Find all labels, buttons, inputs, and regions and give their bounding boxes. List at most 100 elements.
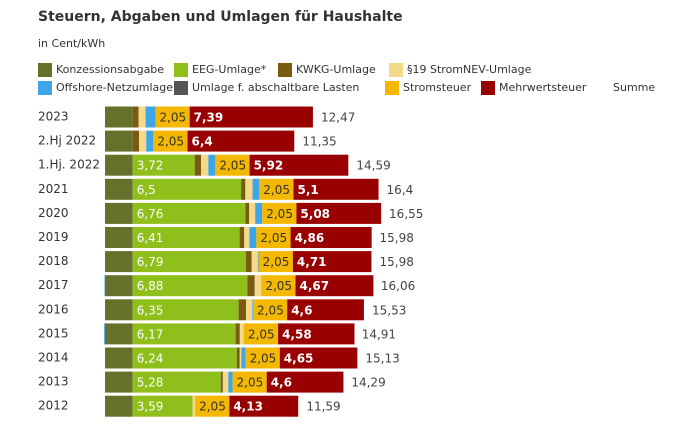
y-tick-label: 2020 [38, 206, 69, 220]
value-label: 3,59 [137, 400, 164, 414]
bar-segment [201, 154, 209, 176]
legend-label: EEG-Umlage* [192, 63, 267, 76]
bar-segment [132, 202, 246, 224]
y-tick-label: 2019 [38, 230, 69, 244]
value-label: 2,05 [250, 352, 277, 366]
value-label: 6,35 [137, 303, 164, 317]
bar-segment [251, 251, 258, 273]
bar-segment [287, 299, 364, 321]
y-tick-label: 2016 [38, 302, 69, 316]
bar-segment [239, 323, 244, 345]
bar-segment [257, 251, 259, 273]
value-label: 2,05 [263, 183, 290, 197]
bar-segment [252, 178, 260, 200]
bar-segment [266, 371, 344, 393]
total-label: 16,4 [387, 183, 414, 197]
value-label: 2,05 [257, 303, 284, 317]
bar-segment [245, 347, 280, 369]
bar-segment [249, 227, 257, 248]
chart-subtitle: in Cent/kWh [38, 37, 105, 50]
bar-segment [146, 130, 154, 152]
legend-label: KWKG-Umlage [296, 63, 376, 76]
value-label: 2,05 [237, 376, 264, 390]
bar-segment [255, 202, 263, 224]
y-tick-label: 2021 [38, 182, 69, 196]
bar-segment [138, 130, 147, 152]
total-label: 11,35 [302, 135, 336, 149]
bar-segment [246, 299, 253, 321]
bar-segment [132, 371, 221, 393]
value-label: 4,67 [300, 279, 330, 293]
bar-segment [228, 371, 233, 393]
bar-segment [208, 154, 216, 176]
bar-segment [105, 227, 133, 248]
bar-segment [132, 178, 242, 200]
bar-segment [239, 227, 245, 248]
bar-segment [153, 130, 188, 152]
total-label: 14,29 [351, 376, 385, 390]
total-label: 15,13 [365, 352, 399, 366]
bar-segment [132, 323, 236, 345]
bar-segment [105, 202, 133, 224]
y-tick-label: 2015 [38, 326, 69, 340]
bar-segment [290, 227, 372, 248]
total-label: 15,98 [380, 231, 414, 245]
bar-segment [278, 323, 355, 345]
value-label: 2,05 [199, 400, 226, 414]
value-label: 6,24 [137, 352, 164, 366]
value-label: 6,88 [137, 279, 164, 293]
legend-label: Mehrwertsteuer [499, 81, 587, 94]
bar-segment [261, 275, 296, 297]
legend-swatch [174, 81, 188, 95]
y-tick-label: 2018 [38, 254, 69, 268]
bar-segment [258, 251, 293, 273]
value-label: 2,05 [263, 255, 290, 269]
y-tick-label: 2017 [38, 278, 69, 292]
value-label: 2,05 [266, 207, 293, 221]
bar-segment [247, 275, 255, 297]
value-label: 2,05 [248, 327, 275, 341]
y-tick-label: 2012 [38, 399, 69, 413]
value-label: 4,86 [295, 231, 325, 245]
bar-segment [132, 251, 246, 273]
y-tick-label: 2014 [38, 351, 69, 365]
value-label: 6,76 [137, 207, 164, 221]
value-label: 5,1 [297, 183, 318, 197]
legend-label: Summe [613, 81, 655, 94]
bar-segment [189, 106, 313, 128]
bar-segment [243, 323, 279, 345]
legend-swatch [38, 81, 52, 95]
legend-swatch [278, 63, 292, 77]
value-label: 4,6 [271, 376, 292, 390]
value-label: 5,08 [300, 207, 330, 221]
bar-segment [254, 275, 262, 297]
bar-segment [253, 299, 288, 321]
value-label: 4,58 [282, 327, 312, 341]
y-tick-label: 1.Hj. 2022 [38, 158, 100, 172]
bar-segment [105, 154, 133, 176]
total-label: 11,59 [306, 400, 340, 414]
bar-segment [249, 154, 349, 176]
y-tick-label: 2023 [38, 110, 69, 124]
value-label: 2,05 [260, 231, 287, 245]
value-label: 5,28 [137, 376, 164, 390]
bar-segment [105, 251, 133, 273]
bar-segment [220, 371, 223, 393]
value-label: 5,92 [254, 159, 284, 173]
bar-segment [132, 347, 237, 369]
bar-segment [262, 202, 297, 224]
bar-segment [239, 347, 242, 369]
bar-segment [215, 154, 250, 176]
value-label: 6,4 [192, 135, 213, 149]
bar-segment [145, 106, 156, 128]
legend-swatch [174, 63, 188, 77]
bar-segment [132, 130, 139, 152]
bar-segment [279, 347, 358, 369]
bar-segment [105, 130, 133, 152]
bar-segment [104, 323, 105, 345]
legend-label: §19 StromNEV-Umlage [407, 63, 532, 76]
bar-segment [105, 323, 133, 345]
bar-segment [232, 371, 267, 393]
